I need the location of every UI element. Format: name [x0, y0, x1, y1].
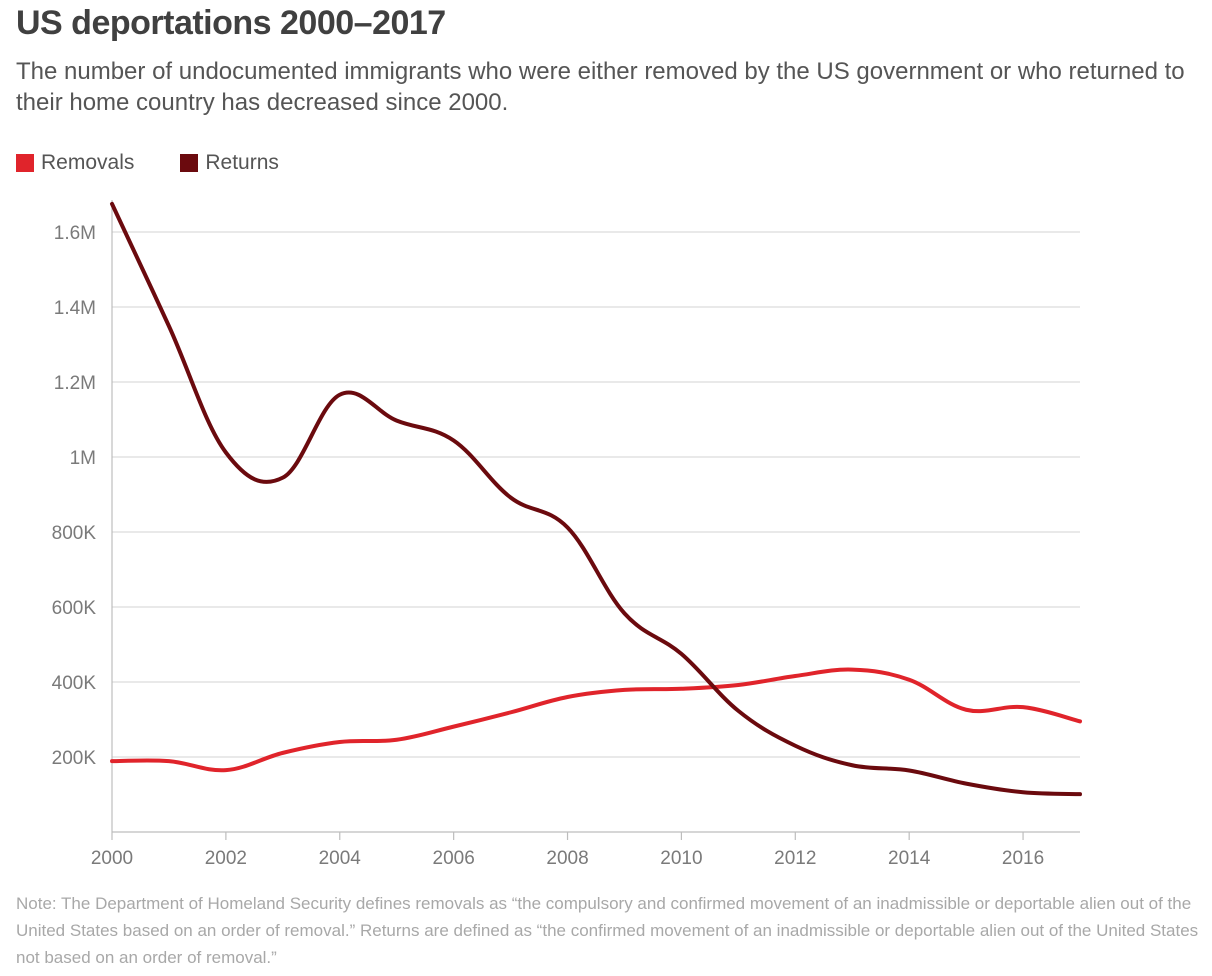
- x-tick-label: 2004: [319, 848, 362, 869]
- legend: Removals Returns: [16, 150, 325, 176]
- x-tick-label: 2010: [660, 848, 702, 869]
- x-axis: 2000 2002 2004 2006 2008 2010 2012 2014 2016: [91, 831, 1080, 869]
- series-lines: [110, 201, 1082, 797]
- chart-note: Note: The Department of Homeland Securit…: [16, 894, 1199, 967]
- series-line-returns: [110, 201, 1082, 797]
- y-tick-label: 1.6M: [54, 223, 96, 244]
- legend-label-removals: Removals: [41, 151, 135, 174]
- chart-subtitle: The number of undocumented immigrants wh…: [16, 58, 1185, 116]
- x-tick-label: 2014: [888, 848, 931, 869]
- legend-item-returns: Returns: [180, 151, 279, 175]
- x-tick-label: 2002: [205, 848, 247, 869]
- series-line-removals: [110, 667, 1082, 773]
- y-tick-label: 1.4M: [54, 298, 96, 319]
- y-tick-label: 1M: [70, 448, 96, 469]
- x-tick-label: 2008: [546, 848, 588, 869]
- y-tick-label: 1.2M: [54, 373, 96, 394]
- x-tick-label: 2000: [91, 848, 133, 869]
- chart-title: US deportations 2000–2017: [16, 4, 446, 42]
- legend-swatch-returns: [180, 154, 199, 172]
- legend-swatch-removals: [16, 154, 34, 172]
- y-tick-label: 800K: [52, 523, 97, 544]
- y-tick-label: 200K: [52, 748, 97, 769]
- grid-lines: [112, 231, 1080, 758]
- legend-label-returns: Returns: [205, 151, 279, 174]
- y-tick-label: 400K: [52, 673, 97, 694]
- x-tick-label: 2012: [774, 848, 816, 869]
- legend-item-removals: Removals: [16, 151, 134, 175]
- y-axis: 200K 400K 600K 800K 1M 1.2M 1.4M 1.6M: [52, 200, 113, 832]
- y-tick-label: 600K: [52, 598, 97, 619]
- x-tick-label: 2016: [1002, 848, 1044, 869]
- x-tick-label: 2006: [433, 848, 475, 869]
